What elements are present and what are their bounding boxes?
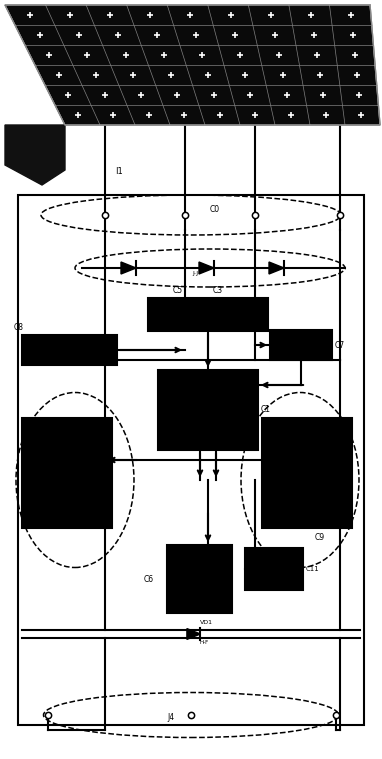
Text: J4: J4 (167, 713, 175, 722)
Text: VD1: VD1 (200, 619, 213, 625)
Bar (270, 330, 332, 360)
Polygon shape (121, 262, 136, 274)
Bar (245, 548, 303, 590)
Bar (158, 370, 258, 450)
Text: C5: C5 (173, 286, 183, 295)
Text: I1: I1 (115, 168, 123, 177)
Bar (22, 418, 112, 528)
Text: C9: C9 (315, 533, 325, 542)
Text: C7: C7 (335, 341, 345, 349)
Text: C0: C0 (210, 206, 220, 215)
Polygon shape (5, 5, 380, 125)
Polygon shape (5, 125, 65, 185)
Bar (18, 195, 364, 725)
Polygon shape (199, 262, 214, 274)
Text: C8: C8 (14, 323, 24, 332)
Bar (262, 418, 352, 528)
Text: C1: C1 (261, 405, 271, 414)
Text: C6: C6 (144, 575, 154, 584)
Polygon shape (187, 628, 201, 639)
Bar (148, 298, 268, 331)
Bar (22, 335, 117, 365)
Text: J-J: J-J (192, 270, 198, 276)
Text: C3: C3 (213, 286, 223, 295)
Text: C11: C11 (306, 566, 320, 572)
Bar (167, 545, 232, 613)
Polygon shape (269, 262, 284, 274)
Text: H-F: H-F (200, 641, 209, 645)
